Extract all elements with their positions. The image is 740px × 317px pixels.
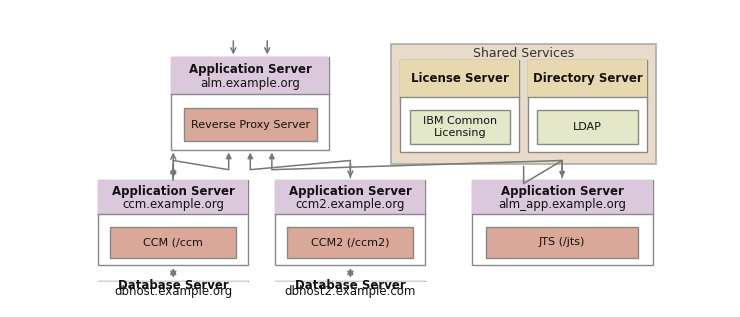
Text: License Server: License Server bbox=[411, 72, 508, 85]
Text: CCM2 (/ccm2): CCM2 (/ccm2) bbox=[311, 237, 390, 247]
Text: CCM (/ccm: CCM (/ccm bbox=[144, 237, 204, 247]
Text: Database Server: Database Server bbox=[118, 279, 229, 292]
Bar bbox=[486, 227, 638, 258]
Bar bbox=[98, 180, 249, 214]
Bar bbox=[98, 180, 249, 265]
Bar bbox=[528, 60, 648, 97]
Bar bbox=[471, 180, 653, 214]
Text: ccm.example.org: ccm.example.org bbox=[122, 198, 224, 211]
Bar bbox=[528, 60, 648, 152]
Bar bbox=[110, 227, 236, 258]
Bar bbox=[98, 281, 249, 317]
Text: IBM Common
Licensing: IBM Common Licensing bbox=[423, 116, 497, 138]
Text: LDAP: LDAP bbox=[573, 122, 602, 132]
Bar bbox=[275, 180, 425, 214]
Bar bbox=[287, 227, 414, 258]
Text: Application Server: Application Server bbox=[189, 63, 312, 76]
Bar bbox=[184, 108, 317, 141]
Bar bbox=[400, 60, 519, 97]
Bar bbox=[172, 57, 329, 150]
Text: JTS (/jts): JTS (/jts) bbox=[539, 237, 585, 247]
Bar bbox=[537, 110, 638, 144]
Text: dbhost2.example.com: dbhost2.example.com bbox=[285, 285, 416, 298]
Text: dbhost.example.org: dbhost.example.org bbox=[114, 285, 232, 298]
Text: alm_app.example.org: alm_app.example.org bbox=[498, 198, 626, 211]
Bar bbox=[275, 180, 425, 265]
Text: Shared Services: Shared Services bbox=[473, 47, 574, 60]
Bar bbox=[275, 281, 425, 296]
Bar bbox=[471, 180, 653, 265]
Text: Directory Server: Directory Server bbox=[533, 72, 642, 85]
Text: Application Server: Application Server bbox=[112, 185, 235, 198]
Bar bbox=[400, 60, 519, 152]
Bar bbox=[391, 44, 656, 164]
Text: Reverse Proxy Server: Reverse Proxy Server bbox=[191, 120, 310, 130]
Bar bbox=[172, 57, 329, 94]
Text: Database Server: Database Server bbox=[295, 279, 406, 292]
Text: Application Server: Application Server bbox=[501, 185, 624, 198]
Text: alm.example.org: alm.example.org bbox=[201, 77, 300, 90]
Bar bbox=[98, 281, 249, 296]
Text: Application Server: Application Server bbox=[289, 185, 412, 198]
Bar bbox=[409, 110, 510, 144]
Bar bbox=[275, 281, 425, 317]
Text: ccm2.example.org: ccm2.example.org bbox=[295, 198, 405, 211]
